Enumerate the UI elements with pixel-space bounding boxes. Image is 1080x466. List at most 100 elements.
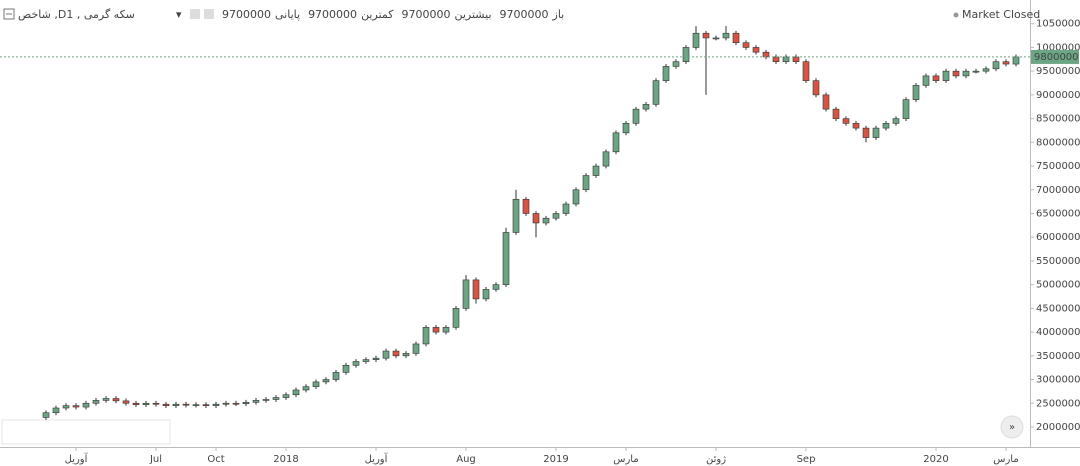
candle-body <box>892 118 900 124</box>
y-tick-label: 7000000 <box>1036 185 1080 196</box>
last-price-tag <box>1031 49 1079 64</box>
candle-body <box>382 350 390 359</box>
x-tick-label: مارس <box>613 454 638 465</box>
candle-body <box>352 361 360 366</box>
candle-body <box>772 56 780 62</box>
candle-body <box>492 284 500 290</box>
y-tick-label: 8500000 <box>1036 114 1080 125</box>
candle-body <box>122 400 130 404</box>
candle-body <box>822 94 830 110</box>
x-tick-label: Oct <box>207 454 224 465</box>
candle-body <box>112 398 120 402</box>
candle-body <box>692 32 700 48</box>
x-tick-label: 2020 <box>923 454 948 465</box>
candle-body <box>912 85 920 100</box>
collapse-button[interactable] <box>3 8 15 20</box>
candle-body <box>452 308 460 328</box>
settings-button[interactable] <box>190 9 200 19</box>
candle-body <box>642 104 650 110</box>
candle-body <box>802 61 810 81</box>
candle-body <box>82 402 90 408</box>
panel-box <box>1 419 171 445</box>
candle-body <box>92 400 100 404</box>
candle-body <box>362 359 370 362</box>
candle-body <box>922 75 930 86</box>
candle-body <box>852 123 860 129</box>
ohlc-value: 9700000 <box>222 8 271 21</box>
candle-body <box>532 213 540 224</box>
candle-body <box>232 402 240 405</box>
candle-body <box>572 189 580 205</box>
candle-body <box>612 132 620 153</box>
candle-body <box>992 61 1000 70</box>
x-tick-label: 2019 <box>543 454 568 465</box>
candle-body <box>432 327 440 333</box>
dropdown-icon[interactable]: ▾ <box>176 8 182 21</box>
candle-body <box>842 118 850 124</box>
candle-body <box>222 402 230 405</box>
y-tick-label: 10000000 <box>1036 42 1080 53</box>
candle-body <box>262 399 270 401</box>
candle-body <box>392 350 400 357</box>
y-tick-label: 5500000 <box>1036 256 1080 267</box>
candle-body <box>762 51 770 58</box>
ohlc-label: پایانی <box>275 8 300 21</box>
ohlc-value: 9700000 <box>500 8 549 21</box>
candle-body <box>132 402 140 405</box>
candle-body <box>272 397 280 400</box>
candle-body <box>942 70 950 81</box>
y-tick-label: 6500000 <box>1036 208 1080 219</box>
candle-body <box>1002 61 1010 65</box>
scroll-button[interactable] <box>1000 415 1024 439</box>
candle-body <box>792 56 800 62</box>
x-tick-label: آوریل <box>365 452 389 465</box>
candle-body <box>752 47 760 53</box>
scroll-icon: » <box>1009 422 1015 433</box>
candle-body <box>52 407 60 414</box>
candle-body <box>782 56 790 62</box>
ohlc-label: کمترین <box>361 8 394 21</box>
y-tick-label: 9000000 <box>1036 90 1080 101</box>
y-tick-label: 3000000 <box>1036 375 1080 386</box>
ohlc-label: بیشترین <box>454 8 491 21</box>
candle-body <box>632 108 640 124</box>
x-tick-label: ژوئن <box>706 454 726 465</box>
y-tick-label: 4500000 <box>1036 303 1080 314</box>
candle-body <box>102 398 110 401</box>
candle-body <box>582 175 590 191</box>
candle-body <box>732 32 740 43</box>
candle-body <box>152 402 160 405</box>
candle-body <box>292 389 300 396</box>
candle-body <box>622 123 630 134</box>
y-tick-label: 8000000 <box>1036 137 1080 148</box>
candle-body <box>312 381 320 387</box>
y-tick-label: 6000000 <box>1036 232 1080 243</box>
candle-body <box>42 412 50 418</box>
hide-button[interactable] <box>204 9 214 19</box>
chart-title: شاخص ,Dسکه گرمی , 1 <box>18 8 135 21</box>
candle-body <box>422 327 430 345</box>
y-tick-label: 2000000 <box>1036 422 1080 433</box>
candle-body <box>402 353 410 357</box>
y-tick-label: 9500000 <box>1036 66 1080 77</box>
x-tick-label: 2018 <box>273 454 298 465</box>
candle-body <box>252 400 260 403</box>
candle-body <box>552 213 560 219</box>
y-tick-label: 2500000 <box>1036 398 1080 409</box>
candle-body <box>652 80 660 105</box>
candle-body <box>742 42 750 48</box>
candle-body <box>972 70 980 73</box>
candle-body <box>962 70 970 77</box>
y-tick-label: 3500000 <box>1036 351 1080 362</box>
candle-body <box>242 402 250 405</box>
candle-body <box>302 386 310 391</box>
candle-body <box>72 405 80 408</box>
y-tick-label: 10500000 <box>1036 19 1080 30</box>
y-tick-label: 4000000 <box>1036 327 1080 338</box>
candle-body <box>882 123 890 129</box>
candle-body <box>482 289 490 300</box>
candle-body <box>812 80 820 96</box>
candle-body <box>322 379 330 383</box>
